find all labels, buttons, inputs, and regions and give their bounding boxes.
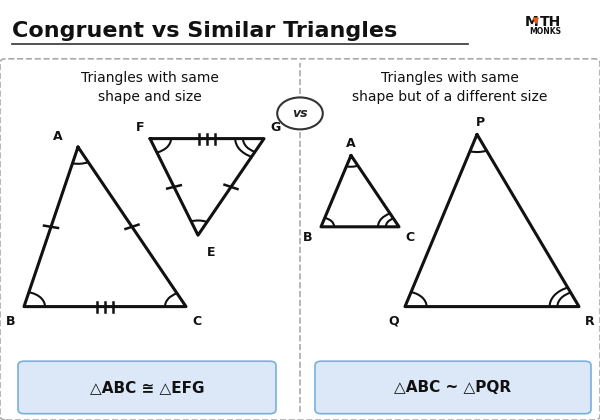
Text: △ABC ~ △PQR: △ABC ~ △PQR xyxy=(394,380,512,395)
Text: M: M xyxy=(525,15,539,29)
Text: vs: vs xyxy=(292,107,308,120)
Text: P: P xyxy=(475,116,485,129)
Text: C: C xyxy=(405,231,414,244)
Text: Congruent vs Similar Triangles: Congruent vs Similar Triangles xyxy=(12,21,397,41)
Text: E: E xyxy=(207,246,215,259)
Text: A: A xyxy=(346,137,356,150)
FancyBboxPatch shape xyxy=(18,361,276,414)
Text: TH: TH xyxy=(540,15,561,29)
Text: △ABC ≅ △EFG: △ABC ≅ △EFG xyxy=(90,380,204,395)
Text: Triangles with same
shape but of a different size: Triangles with same shape but of a diffe… xyxy=(352,71,548,104)
Text: MONKS: MONKS xyxy=(529,27,561,36)
Circle shape xyxy=(277,97,323,129)
Text: A: A xyxy=(53,130,63,143)
Text: G: G xyxy=(270,121,280,134)
Text: Q: Q xyxy=(388,315,399,328)
Polygon shape xyxy=(533,18,538,24)
Text: B: B xyxy=(302,231,312,244)
Text: C: C xyxy=(192,315,201,328)
FancyBboxPatch shape xyxy=(0,59,600,420)
FancyBboxPatch shape xyxy=(315,361,591,414)
Text: F: F xyxy=(136,121,144,134)
Text: R: R xyxy=(585,315,595,328)
Text: Triangles with same
shape and size: Triangles with same shape and size xyxy=(81,71,219,104)
Text: B: B xyxy=(5,315,15,328)
